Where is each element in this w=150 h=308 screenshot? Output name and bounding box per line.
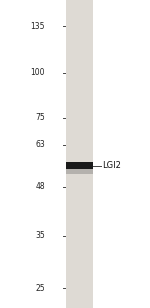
Text: 48: 48 xyxy=(35,182,45,191)
Text: LGI2: LGI2 xyxy=(102,161,121,170)
Text: 63: 63 xyxy=(35,140,45,149)
Text: 25: 25 xyxy=(35,284,45,293)
Text: 35: 35 xyxy=(35,231,45,241)
Bar xyxy=(66,162,93,169)
Text: 75: 75 xyxy=(35,113,45,122)
Bar xyxy=(66,169,93,174)
Bar xyxy=(66,0,93,308)
Text: 100: 100 xyxy=(30,68,45,77)
Text: 135: 135 xyxy=(30,22,45,31)
